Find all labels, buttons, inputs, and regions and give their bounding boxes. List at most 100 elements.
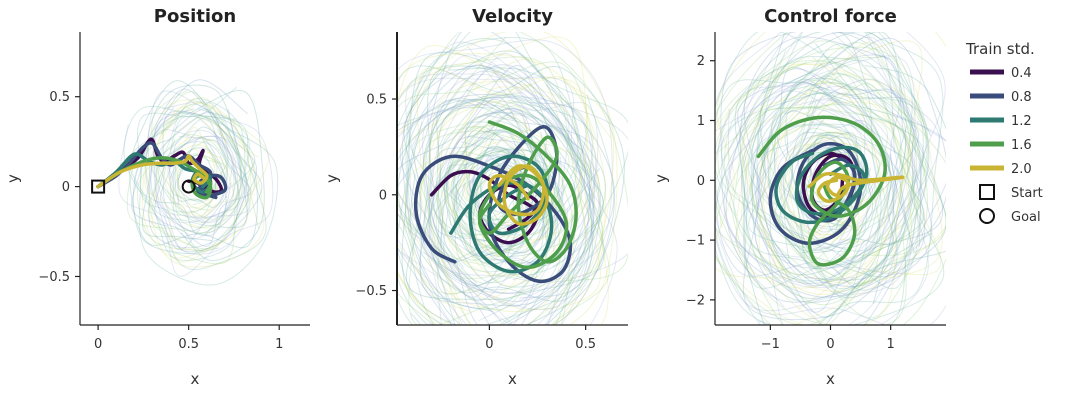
ensemble-trace	[397, 38, 615, 325]
ensemble-trace	[428, 64, 597, 302]
ensemble-trace	[715, 32, 940, 312]
y-tick-label: −1	[686, 234, 705, 249]
ensemble-trace	[140, 115, 250, 251]
ensemble-trace	[153, 126, 229, 235]
y-tick-label: 0.5	[49, 90, 70, 105]
ensemble-trace	[403, 64, 605, 301]
ensemble-trace	[169, 139, 228, 219]
ensemble-trace	[734, 32, 946, 325]
ensemble-trace	[758, 99, 898, 269]
legend-start-marker	[979, 184, 995, 200]
ensemble-trace	[397, 66, 625, 325]
y-tick-label: 2	[697, 54, 705, 69]
ensemble-trace	[397, 65, 595, 323]
series-group	[756, 115, 905, 267]
ensemble-trace	[123, 105, 267, 271]
ensemble-trace	[397, 50, 606, 325]
ensemble-trace	[137, 86, 279, 286]
ensemble-trace	[776, 123, 891, 254]
y-tick-label: −0.5	[355, 284, 387, 299]
panels: 0 0.5 1 −0.5 0 0.5 Position x y 0 0.5 −0.5 0 0.5 Veloc…	[4, 6, 946, 388]
series-line-0.4	[429, 169, 540, 245]
ensemble-trace	[769, 74, 912, 285]
ensemble-trace	[160, 135, 242, 236]
panel-2: 0 0.5 −0.5 0 0.5 Velocity x y	[323, 6, 628, 388]
ensemble-trace	[741, 90, 888, 287]
ensemble-trace	[129, 98, 250, 261]
x-axis-label: x	[191, 370, 200, 388]
ensemble-trace	[131, 88, 258, 253]
ensemble-trace	[397, 76, 618, 325]
series-group	[96, 137, 228, 200]
ensemble-trace	[767, 83, 894, 281]
ensemble-trace	[439, 94, 583, 284]
ensemble-trace	[404, 100, 600, 313]
ensemble-trace	[756, 78, 915, 288]
ensemble-trace	[427, 86, 582, 278]
ensemble-trace	[422, 96, 570, 283]
y-tick-label: −0.5	[38, 270, 70, 285]
ensemble-trace	[144, 106, 259, 263]
x-axis-label: x	[508, 370, 517, 388]
legend-goal-marker	[979, 208, 995, 224]
ensemble-trace	[752, 92, 896, 263]
legend-title: Train std.	[965, 40, 1035, 58]
legend-label: 0.4	[1011, 66, 1032, 81]
ensemble-trace	[148, 79, 263, 249]
panel-1: 0 0.5 1 −0.5 0 0.5 Position x y	[4, 6, 310, 388]
ensemble-trace	[397, 61, 610, 325]
series-line-1.6	[756, 115, 887, 267]
legend-label: 1.2	[1011, 114, 1032, 129]
ensemble-trace	[760, 77, 913, 295]
ensemble-trace	[715, 36, 922, 287]
ensemble-trace	[397, 37, 601, 325]
ensemble-trace	[715, 55, 916, 325]
series-line-2.0	[96, 154, 209, 189]
ensemble-trace	[754, 85, 918, 289]
series-line-1.2	[774, 145, 869, 225]
ensemble-trace	[716, 54, 933, 291]
ensemble-trace	[401, 65, 595, 325]
ensemble-trace	[762, 93, 890, 243]
ensemble-trace	[756, 32, 944, 313]
panel-title: Control force	[764, 6, 897, 27]
ensemble-trace	[397, 45, 601, 311]
ensemble-trace	[444, 131, 549, 265]
x-tick-label: 0	[826, 337, 834, 352]
ensemble-trace	[715, 32, 946, 325]
ensemble-trace	[401, 41, 600, 310]
ensemble-trace	[397, 54, 589, 325]
ensemble-trace	[397, 36, 609, 325]
panel-title: Velocity	[472, 6, 553, 27]
legend-label: 0.8	[1011, 90, 1032, 105]
ensemble-trace	[725, 68, 915, 303]
ensemble-trace	[397, 65, 593, 325]
ensemble-trace	[715, 42, 928, 319]
y-tick-label: 0.5	[366, 93, 387, 108]
ensemble-trace	[175, 144, 216, 209]
legend: Train std. 0.4 0.8 1.2 1.6 2.0 Start Goal	[965, 40, 1043, 225]
ensemble-trace	[397, 39, 613, 325]
ensemble-trace	[715, 32, 928, 325]
ensemble-trace	[397, 73, 628, 325]
ensemble-trace	[435, 105, 561, 279]
ensemble-trace	[715, 32, 946, 325]
series-group	[413, 120, 578, 284]
series-line-1.2	[449, 154, 554, 274]
series-line-0.8	[768, 141, 863, 245]
ensemble-trace	[167, 137, 223, 215]
ensemble-trace	[172, 129, 235, 222]
ensemble-trace	[419, 96, 604, 310]
ensemble-trace	[759, 77, 925, 282]
ensemble-trace	[397, 67, 607, 325]
series-line-0.8	[413, 125, 573, 284]
ensemble-trace	[404, 65, 603, 302]
ensemble-trace	[472, 157, 532, 235]
ensemble-trace	[791, 121, 868, 233]
ensemble-trace	[397, 32, 616, 325]
ensemble-trace	[137, 116, 242, 265]
series-line-1.6	[477, 120, 578, 270]
y-tick-label: 0	[697, 174, 705, 189]
ensemble-trace	[740, 101, 912, 283]
ensemble-trace	[397, 101, 595, 325]
